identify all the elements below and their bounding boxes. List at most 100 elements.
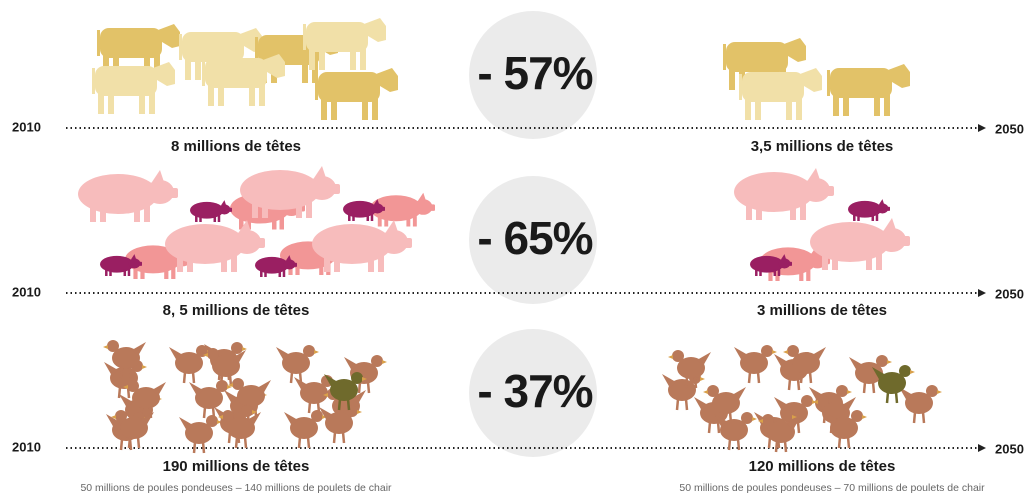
chicken-beak (668, 355, 673, 359)
cow (303, 18, 386, 70)
cow-leg (786, 96, 792, 120)
pig-leg (177, 256, 183, 272)
chicken-head (761, 345, 773, 357)
chicken-head (801, 395, 813, 407)
chicken-body (668, 379, 696, 401)
chicken-legs (912, 411, 926, 424)
chicken-head (241, 405, 253, 417)
cow-leg (796, 96, 802, 120)
pig-body (343, 200, 377, 218)
timeline-arrow (978, 289, 986, 297)
chicken-head (311, 410, 323, 422)
cow (315, 68, 398, 120)
pig-head (876, 203, 889, 214)
chicken-tail (694, 397, 708, 411)
pig (370, 192, 435, 227)
cow (97, 24, 180, 76)
chicken (783, 345, 826, 384)
pig (312, 220, 412, 272)
chicken-tail (842, 397, 856, 411)
chicken-tail (697, 352, 711, 366)
chicken-body (325, 412, 353, 434)
chicken-head (899, 365, 911, 377)
pig (848, 199, 890, 221)
chicken-tail (319, 407, 333, 421)
chicken-beak (362, 377, 367, 381)
chicken-head (836, 385, 848, 397)
chicken-legs (727, 438, 741, 451)
change-percent: - 37% (477, 365, 592, 417)
pig-head (146, 180, 174, 204)
chicken-beak (357, 410, 362, 414)
chicken-head (303, 345, 315, 357)
chicken-body (767, 421, 795, 443)
cow-leg (154, 52, 160, 76)
pig-leg (384, 216, 389, 227)
chicken-head (741, 412, 753, 424)
chicken (123, 380, 166, 419)
pig-snout (404, 238, 412, 248)
pig-head (414, 199, 433, 215)
chicken-tail (344, 357, 358, 371)
after-label: 120 millions de têtes (749, 458, 896, 475)
cow-tail (179, 34, 182, 60)
chicken (169, 345, 212, 384)
pig-leg (746, 204, 752, 220)
pig-body (240, 170, 320, 210)
pig-head (233, 230, 261, 254)
pig-snout (826, 186, 834, 196)
pig-leg (252, 202, 258, 218)
chicken-tail (224, 390, 238, 404)
pig (255, 255, 297, 277)
chicken (734, 345, 777, 384)
chicken-head (762, 414, 774, 426)
chicken-head (787, 345, 799, 357)
chicken-tail (104, 362, 118, 376)
chicken-legs (747, 371, 761, 384)
cow-leg (321, 96, 327, 120)
cow-leg (103, 52, 109, 76)
chicken-tail (132, 342, 146, 356)
chicken-tail (812, 347, 826, 361)
pig-snout (886, 206, 890, 211)
pig (165, 220, 265, 272)
cow-body (318, 72, 380, 102)
chicken-head (781, 410, 793, 422)
pig-leg (406, 216, 411, 227)
cow-leg (372, 96, 378, 120)
pig-body (165, 224, 245, 264)
cow-body (306, 22, 368, 52)
chicken (703, 385, 746, 424)
pig-leg (105, 269, 108, 276)
chicken-tail (849, 357, 863, 371)
chicken-head (206, 415, 218, 427)
chicken-beak (700, 377, 705, 381)
pig-leg (264, 270, 267, 277)
pig-head (308, 176, 336, 200)
chicken-tail (140, 412, 154, 426)
pig-body (190, 201, 224, 219)
pig-ear (239, 220, 251, 232)
cow-body (726, 42, 788, 72)
pig-ear (286, 255, 292, 261)
chicken-head (216, 380, 228, 392)
cow-leg (312, 59, 318, 83)
chicken-legs (192, 441, 206, 454)
chicken-tail (734, 347, 748, 361)
chicken (284, 410, 327, 449)
pig-ear (221, 200, 227, 206)
chicken-beak (242, 347, 247, 351)
cow-body (742, 72, 804, 102)
chicken-legs (297, 436, 311, 449)
chicken (899, 385, 942, 424)
before-note: 50 millions de poules pondeuses – 140 mi… (80, 482, 392, 494)
chicken-body (237, 385, 265, 407)
pig-body (100, 255, 134, 273)
chicken (668, 350, 711, 389)
pig-ear (418, 192, 426, 201)
chicken (758, 414, 801, 453)
cow-leg (259, 82, 265, 106)
chicken (319, 405, 362, 444)
chicken (179, 415, 222, 454)
pig-body (750, 255, 784, 273)
